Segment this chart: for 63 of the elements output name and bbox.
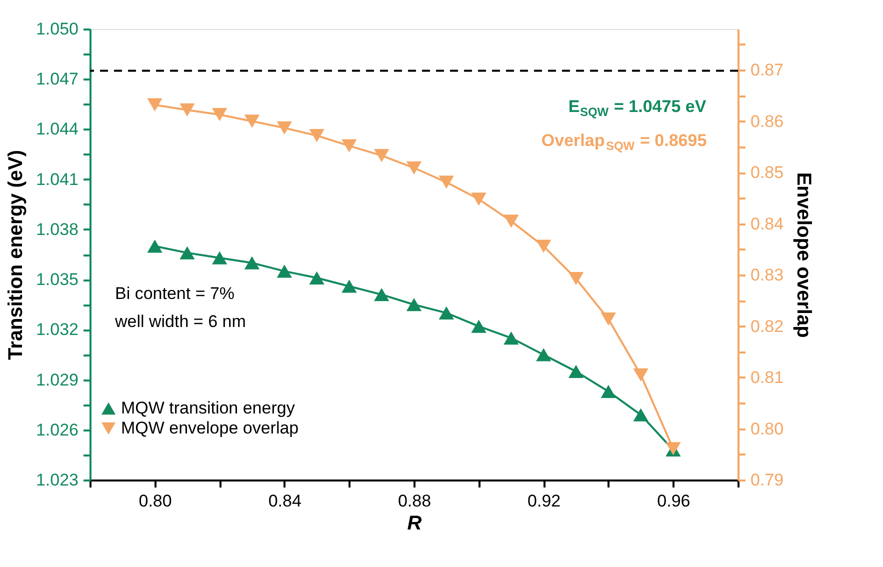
- point: [180, 246, 195, 260]
- x-tick-label: 0.92: [528, 492, 561, 510]
- y-tick-label: 1.041: [36, 170, 78, 189]
- point: [147, 98, 162, 112]
- legend-label: MQW envelope overlap: [121, 418, 299, 438]
- point: [568, 364, 584, 378]
- point: [406, 161, 422, 174]
- point: [438, 176, 454, 189]
- point: [504, 331, 519, 345]
- point: [568, 272, 584, 286]
- point: [180, 103, 195, 117]
- y-tick-label: 1.050: [36, 20, 78, 38]
- point: [504, 214, 519, 228]
- y2-tick-label: 0.80: [750, 419, 784, 438]
- y-tick-label: 1.047: [36, 70, 78, 89]
- y-tick-label: 1.026: [36, 420, 78, 440]
- point: [438, 306, 454, 320]
- x-axis-title: R: [407, 512, 422, 534]
- y2-tick-label: 0.79: [750, 470, 784, 490]
- point: [471, 192, 486, 206]
- point: [633, 408, 648, 422]
- y2-tick-label: 0.81: [750, 368, 784, 387]
- point: [212, 108, 228, 122]
- y2-tick-label: 0.84: [750, 214, 784, 234]
- point: [244, 114, 260, 128]
- point: [536, 240, 552, 253]
- y2-tick-label: 0.83: [750, 266, 784, 284]
- y2-tick-label: 0.82: [750, 316, 784, 336]
- y2-tick-label: 0.85: [750, 163, 784, 182]
- point: [406, 298, 422, 312]
- y-tick-label: 1.035: [36, 270, 78, 290]
- annotation: well width = 6 nm: [114, 312, 246, 331]
- point: [471, 320, 486, 333]
- point: [212, 251, 228, 264]
- x-tick-label: 0.84: [268, 492, 302, 510]
- x-tick-label: 0.88: [398, 492, 432, 510]
- y-tick-label: 1.032: [36, 320, 78, 340]
- annotation: Bi content = 7%: [115, 284, 235, 303]
- point: [147, 240, 162, 253]
- legend-label: MQW transition energy: [121, 398, 296, 418]
- point: [309, 129, 324, 142]
- point: [244, 256, 260, 270]
- point: [276, 121, 292, 134]
- y-tick-label: 1.044: [36, 120, 78, 139]
- point: [342, 139, 357, 152]
- point: [309, 271, 324, 284]
- y2-axis-title: Envelope overlap: [792, 172, 815, 338]
- y-tick-label: 1.029: [36, 370, 78, 390]
- x-tick-label: 0.80: [138, 492, 172, 510]
- point: [374, 149, 390, 162]
- point: [633, 368, 648, 382]
- y2-tick-label: 0.86: [750, 112, 784, 131]
- y2-tick-label: 0.87: [750, 60, 784, 80]
- point: [276, 264, 292, 278]
- x-tick-label: 0.96: [657, 492, 690, 510]
- point: [600, 384, 616, 398]
- y-tick-label: 1.023: [36, 470, 78, 490]
- point: [342, 280, 357, 293]
- point: [374, 288, 390, 302]
- point: [600, 312, 616, 326]
- point: [536, 348, 552, 362]
- y-axis-title: Transition energy (eV): [4, 150, 27, 360]
- y-tick-label: 1.038: [36, 220, 78, 239]
